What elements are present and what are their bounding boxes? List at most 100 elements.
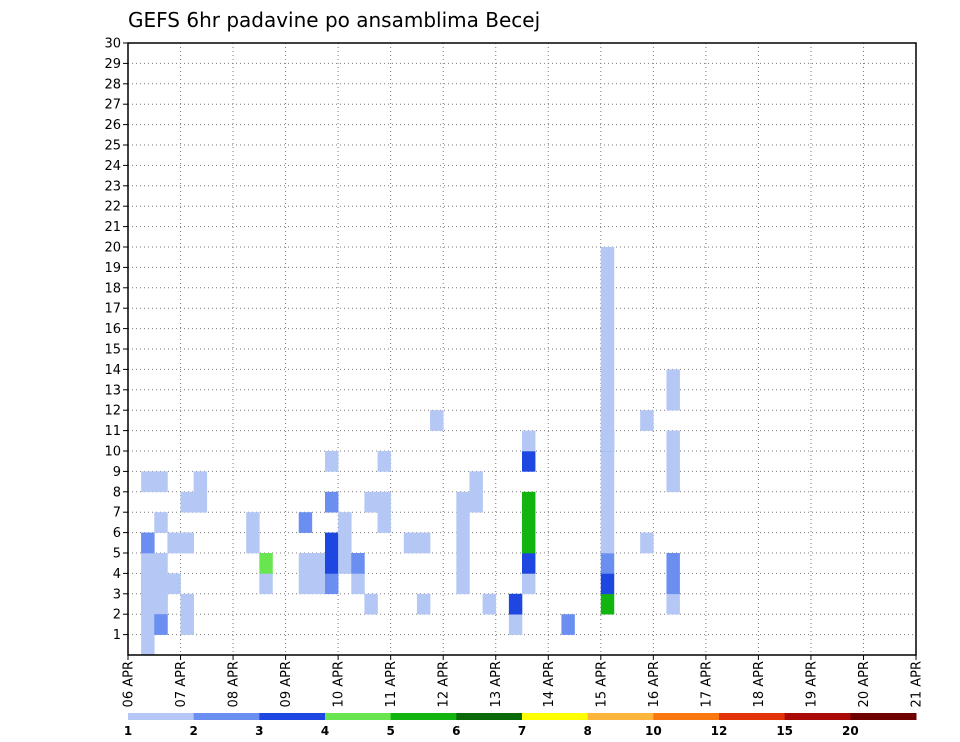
heat-cell [522, 451, 536, 472]
heat-cell [325, 553, 339, 574]
heat-cell [522, 430, 536, 452]
heat-cell [508, 593, 523, 615]
legend-label: 15 [776, 724, 793, 738]
heat-cell [325, 451, 339, 472]
heat-cell [666, 553, 680, 574]
legend-label: 1 [124, 724, 132, 738]
heat-cell [246, 532, 260, 554]
y-tick-label: 4 [113, 567, 121, 582]
heat-cell [600, 389, 615, 411]
heat-cell [180, 614, 194, 635]
heat-cell [193, 491, 208, 513]
x-tick-label: 20 APR [857, 661, 872, 707]
y-tick-label: 29 [104, 57, 121, 72]
y-axis: 1234567891011121314151617181920212223242… [104, 37, 128, 643]
x-tick-label: 11 APR [384, 661, 399, 707]
heat-cell [259, 573, 273, 595]
x-tick-label: 15 APR [594, 661, 609, 707]
heat-cell [456, 532, 470, 554]
heat-cell [325, 491, 339, 513]
heat-cell [298, 573, 313, 595]
y-tick-label: 17 [104, 302, 121, 317]
x-tick-label: 08 APR [227, 661, 242, 707]
heat-cell [338, 512, 352, 533]
y-tick-label: 6 [113, 526, 121, 541]
heat-cell [167, 573, 181, 595]
heat-cell [430, 410, 444, 431]
heat-cell [154, 553, 168, 574]
heat-cell [298, 512, 313, 533]
heat-cell [364, 491, 378, 513]
heat-cell [666, 593, 680, 615]
y-tick-label: 21 [104, 220, 121, 235]
heat-cell [522, 512, 536, 533]
heat-cell [311, 573, 326, 595]
y-tick-label: 1 [113, 628, 121, 643]
y-tick-label: 16 [104, 322, 121, 337]
heat-cell [325, 573, 339, 595]
x-tick-label: 09 APR [279, 661, 294, 707]
heat-cell [666, 471, 680, 493]
heat-cell [640, 532, 654, 554]
heat-cell [325, 532, 339, 554]
heat-cell [141, 573, 155, 595]
heat-cell [246, 512, 260, 533]
heat-cell [154, 614, 168, 635]
legend-swatch [456, 713, 523, 720]
heat-cell [482, 593, 497, 615]
heat-cell [311, 553, 326, 574]
heat-cell [522, 553, 536, 574]
legend-label: 2 [189, 724, 197, 738]
legend-label: 7 [518, 724, 526, 738]
heat-cell [416, 593, 431, 615]
y-tick-label: 19 [104, 261, 121, 276]
heat-cell [600, 410, 615, 431]
y-tick-label: 5 [113, 547, 121, 562]
heat-cell [364, 593, 378, 615]
heat-cell [338, 553, 352, 574]
heat-cell [522, 491, 536, 513]
legend-label: 20 [842, 724, 859, 738]
legend-swatch [784, 713, 851, 720]
y-tick-label: 8 [113, 485, 121, 500]
heat-cell [141, 593, 155, 615]
heat-cell [377, 512, 391, 533]
y-tick-label: 25 [104, 139, 121, 154]
x-tick-label: 17 APR [699, 661, 714, 707]
legend-swatch [390, 713, 457, 720]
y-tick-label: 13 [104, 383, 121, 398]
x-tick-label: 21 APR [910, 661, 925, 707]
heat-cell [456, 512, 470, 533]
heat-cell [154, 512, 168, 533]
y-tick-label: 24 [104, 159, 121, 174]
heat-cell [600, 267, 615, 289]
legend: 1 2 3 4 5 6 7 8 10 12 15 20 [124, 713, 917, 738]
heat-cell [600, 593, 615, 615]
heat-cell [600, 247, 615, 268]
heat-cell [141, 614, 155, 635]
heat-cell [666, 573, 680, 595]
heat-cell [600, 553, 615, 574]
y-tick-label: 2 [113, 608, 121, 623]
x-tick-label: 16 APR [647, 661, 662, 707]
y-tick-label: 18 [104, 281, 121, 296]
heat-cell [561, 614, 575, 635]
legend-label: 12 [711, 724, 728, 738]
legend-swatch [719, 713, 786, 720]
cells [141, 247, 680, 656]
heat-cell [600, 451, 615, 472]
y-tick-label: 3 [113, 587, 121, 602]
y-tick-label: 27 [104, 98, 121, 113]
y-tick-label: 12 [104, 404, 121, 419]
heat-cell [180, 491, 194, 513]
heat-cell [377, 491, 391, 513]
heat-cell [193, 471, 208, 493]
legend-label: 8 [583, 724, 591, 738]
heat-cell [522, 573, 536, 595]
x-tick-label: 13 APR [489, 661, 504, 707]
heat-cell [600, 512, 615, 533]
heat-cell [456, 573, 470, 595]
heat-cell [377, 451, 391, 472]
y-tick-label: 23 [104, 179, 121, 194]
